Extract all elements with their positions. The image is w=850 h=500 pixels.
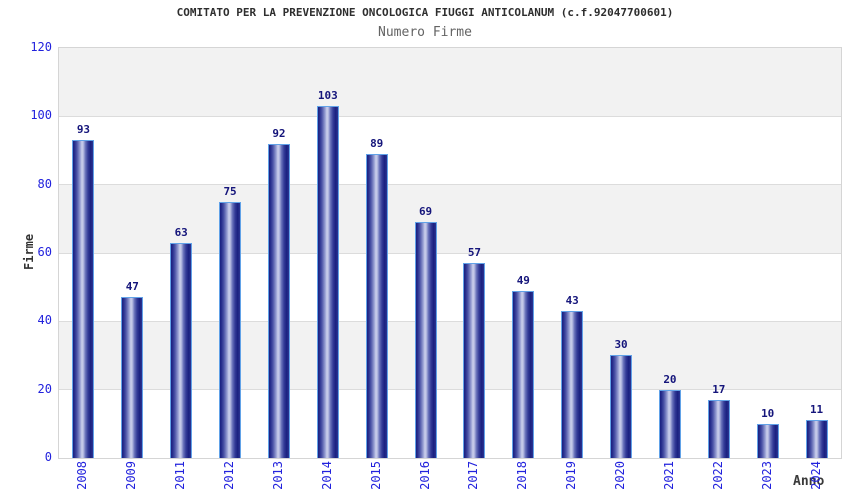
bar-value-label-2009: 47 (125, 280, 139, 293)
bar-2013 (267, 144, 290, 458)
x-tick-label-2022: 2022 (710, 461, 725, 490)
bar-value-label-2012: 75 (223, 185, 237, 198)
gridline-40 (59, 320, 841, 322)
bar-value-label-2014: 103 (317, 89, 338, 102)
bar-2008 (72, 140, 95, 458)
x-tick-label-2023: 2023 (759, 461, 774, 490)
x-tick-label-2014: 2014 (319, 461, 334, 490)
plot-area: 93 47 63 75 92 103 89 69 57 49 43 30 20 17 10 11 (58, 47, 842, 459)
x-tick-label-2024: 2024 (808, 461, 823, 490)
bar-2024 (805, 420, 828, 458)
bar-2011 (170, 243, 193, 458)
bar-value-label-2018: 49 (516, 274, 530, 287)
chart-title: COMITATO PER LA PREVENZIONE ONCOLOGICA F… (176, 6, 674, 19)
bar-2017 (463, 263, 486, 458)
bar-2023 (756, 424, 779, 458)
bar-2020 (610, 355, 633, 458)
y-tick-label-0: 0 (44, 450, 52, 464)
x-tick-label-2012: 2012 (222, 461, 237, 490)
bar-2022 (707, 400, 730, 458)
bar-2018 (512, 291, 535, 458)
y-tick-label-100: 100 (30, 108, 52, 123)
x-tick-label-2018: 2018 (515, 461, 530, 490)
x-axis-title: Anno (793, 474, 825, 489)
bar-2021 (658, 390, 681, 458)
bar-value-label-2021: 20 (663, 373, 677, 386)
bar-2009 (121, 297, 144, 458)
x-tick-label-2016: 2016 (417, 461, 432, 490)
bar-2012 (219, 202, 242, 458)
y-tick-label-60: 60 (37, 245, 52, 259)
gridline-100 (59, 115, 841, 117)
gridline-80 (59, 184, 841, 186)
bar-value-label-2011: 63 (174, 226, 188, 239)
gridline-20 (59, 389, 841, 391)
bar-value-label-2020: 30 (614, 338, 628, 351)
x-tick-label-2019: 2019 (564, 461, 579, 490)
bar-value-label-2024: 11 (809, 403, 824, 416)
bar-value-label-2017: 57 (467, 246, 482, 259)
bar-value-label-2023: 10 (761, 407, 775, 420)
bar-value-label-2019: 43 (565, 294, 579, 307)
x-tick-label-2020: 2020 (613, 461, 628, 490)
x-tick-label-2008: 2008 (75, 461, 90, 490)
x-tick-label-2017: 2017 (466, 461, 481, 490)
bar-value-label-2015: 89 (370, 137, 384, 150)
y-tick-label-80: 80 (37, 176, 52, 191)
x-tick-label-2009: 2009 (124, 461, 139, 490)
bar-value-label-2022: 17 (712, 383, 726, 396)
bar-2014 (316, 106, 339, 458)
bar-value-label-2016: 69 (418, 205, 433, 218)
y-tick-label-120: 120 (30, 40, 52, 54)
x-tick-label-2021: 2021 (661, 461, 676, 490)
y-tick-label-20: 20 (37, 381, 52, 396)
x-tick-label-2013: 2013 (270, 461, 285, 490)
bar-value-label-2013: 92 (272, 127, 286, 140)
bar-2019 (561, 311, 584, 458)
bar-value-label-2008: 93 (76, 123, 91, 136)
x-tick-label-2011: 2011 (173, 461, 188, 490)
bar-2016 (414, 222, 437, 458)
gridline-60 (59, 252, 841, 254)
x-tick-label-2015: 2015 (368, 461, 383, 490)
chart-subtitle: Numero Firme (378, 25, 472, 40)
y-tick-label-40: 40 (37, 313, 52, 328)
bar-2015 (365, 154, 388, 458)
